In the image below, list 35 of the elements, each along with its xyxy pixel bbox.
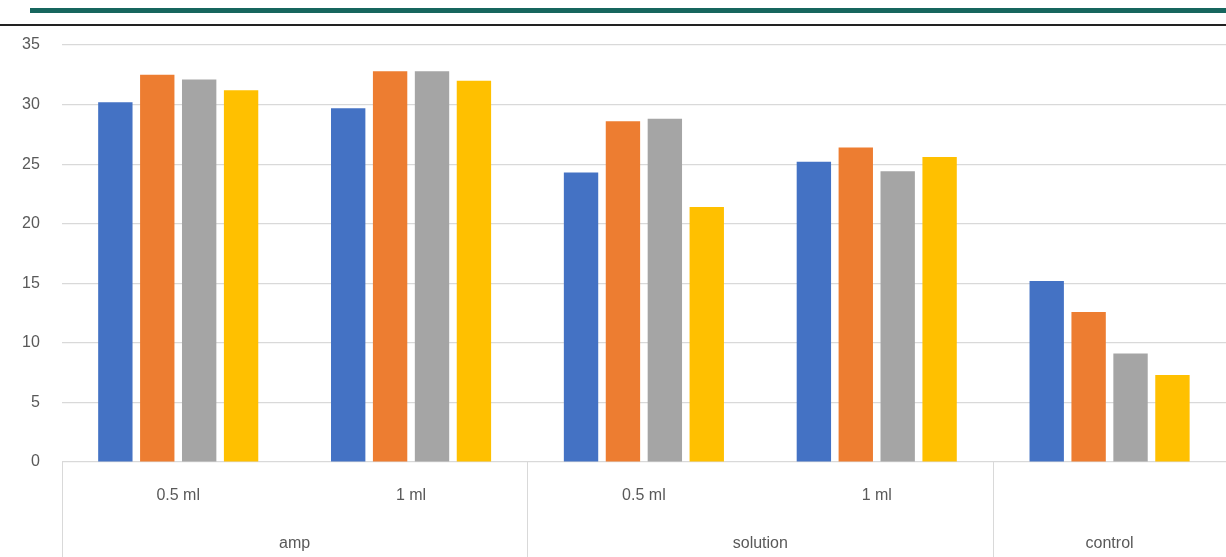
bar [838, 147, 873, 462]
bar [181, 79, 217, 462]
bar [1113, 353, 1148, 462]
bar [563, 172, 599, 462]
bar [605, 121, 641, 462]
bar [880, 171, 915, 462]
bar [922, 156, 957, 462]
bar [140, 74, 175, 462]
text: control [1085, 534, 1134, 552]
y-tick-label: 30 [22, 94, 40, 112]
x-tick-label: 1 ml [861, 486, 892, 504]
bar [647, 118, 683, 462]
bar [456, 80, 492, 462]
y-tick-label: 15 [22, 273, 40, 291]
y-tick-label: 5 [30, 392, 40, 410]
y-tick-label: 10 [22, 333, 40, 351]
bar [331, 108, 366, 462]
bar [98, 102, 133, 462]
bar [372, 71, 408, 462]
x-tick-label: 0.5 ml [156, 486, 201, 504]
y-tick-label: 20 [22, 214, 40, 232]
y-tick-label: 25 [22, 154, 40, 172]
bar [1155, 375, 1190, 462]
bar [796, 161, 832, 462]
x-tick-label: 0.5 ml [622, 486, 666, 504]
x-tick-label: 1 ml [395, 486, 427, 504]
bar [223, 90, 259, 462]
bar [1029, 280, 1064, 462]
bar [1071, 311, 1106, 462]
text: amp [279, 534, 311, 552]
y-tick-label: 35 [22, 35, 40, 53]
text: solution [732, 534, 788, 552]
y-tick-label: 0 [30, 452, 40, 470]
bar [414, 71, 450, 462]
bar [689, 207, 724, 462]
